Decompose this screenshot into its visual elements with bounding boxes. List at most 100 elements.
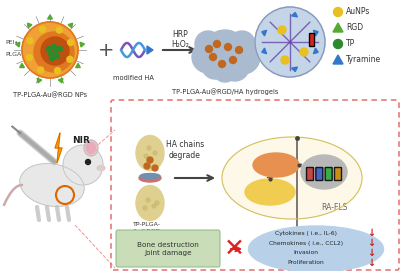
Text: Tyramine: Tyramine <box>346 56 381 64</box>
Circle shape <box>58 47 62 51</box>
Ellipse shape <box>136 136 164 170</box>
Circle shape <box>56 27 62 33</box>
Ellipse shape <box>222 137 362 219</box>
Ellipse shape <box>97 166 105 170</box>
Text: +: + <box>98 40 114 60</box>
Text: TP-PLGA-Au@RGD/HA hydrogels: TP-PLGA-Au@RGD/HA hydrogels <box>172 88 278 95</box>
Text: Chemokines ( i.e., CCL2): Chemokines ( i.e., CCL2) <box>269 240 343 246</box>
Circle shape <box>86 160 90 164</box>
Text: Proliferation: Proliferation <box>288 260 324 266</box>
Ellipse shape <box>253 153 299 177</box>
Text: p70S6K: p70S6K <box>261 160 291 169</box>
Circle shape <box>63 145 103 185</box>
Text: RGD: RGD <box>346 24 363 33</box>
Circle shape <box>202 53 228 79</box>
Circle shape <box>229 31 255 57</box>
Circle shape <box>146 198 150 202</box>
Circle shape <box>230 56 236 63</box>
Text: ✕: ✕ <box>224 237 244 261</box>
Ellipse shape <box>84 140 98 156</box>
Circle shape <box>152 204 156 208</box>
Circle shape <box>255 7 325 77</box>
Polygon shape <box>58 78 63 83</box>
Text: RA-FLS: RA-FLS <box>321 204 347 212</box>
Text: H₂O₂: H₂O₂ <box>171 40 189 49</box>
Circle shape <box>147 146 151 150</box>
Polygon shape <box>262 48 266 54</box>
Text: AuNPs: AuNPs <box>346 8 370 17</box>
Polygon shape <box>314 48 318 54</box>
Ellipse shape <box>136 186 164 221</box>
Text: TP-PLGA-
Au@RGD
NPs: TP-PLGA- Au@RGD NPs <box>133 222 161 239</box>
Circle shape <box>68 40 74 46</box>
Circle shape <box>334 8 342 17</box>
Ellipse shape <box>20 164 84 207</box>
Text: Bone destruction
Joint damage: Bone destruction Joint damage <box>137 242 199 256</box>
FancyBboxPatch shape <box>325 167 332 180</box>
Circle shape <box>38 67 44 73</box>
Polygon shape <box>333 55 343 64</box>
Polygon shape <box>16 42 20 47</box>
Text: mTOR: mTOR <box>255 188 285 196</box>
Circle shape <box>192 41 224 73</box>
FancyBboxPatch shape <box>116 230 220 267</box>
Text: HA chains
degrade: HA chains degrade <box>166 140 204 160</box>
Circle shape <box>40 26 46 32</box>
Circle shape <box>236 47 242 53</box>
FancyBboxPatch shape <box>310 34 314 47</box>
Ellipse shape <box>248 226 384 271</box>
Polygon shape <box>333 23 343 32</box>
Circle shape <box>334 40 342 49</box>
Polygon shape <box>262 30 266 36</box>
Text: Cytokines ( i.e., IL-6): Cytokines ( i.e., IL-6) <box>275 231 337 235</box>
Circle shape <box>54 53 60 59</box>
Text: ↓: ↓ <box>367 258 375 268</box>
Ellipse shape <box>139 174 161 182</box>
Text: ↓: ↓ <box>367 238 375 248</box>
Polygon shape <box>37 78 42 83</box>
Text: ↓: ↓ <box>367 248 375 258</box>
Circle shape <box>67 56 73 62</box>
Text: NIR: NIR <box>72 136 90 145</box>
Ellipse shape <box>140 173 160 179</box>
Polygon shape <box>76 63 80 67</box>
Circle shape <box>224 44 232 50</box>
Circle shape <box>50 56 54 60</box>
Circle shape <box>54 47 58 53</box>
Circle shape <box>300 48 308 56</box>
Circle shape <box>48 51 54 56</box>
Circle shape <box>153 151 157 155</box>
Circle shape <box>54 68 60 74</box>
Circle shape <box>281 56 289 64</box>
Polygon shape <box>292 12 298 17</box>
Circle shape <box>210 53 216 60</box>
Polygon shape <box>314 30 318 36</box>
Text: modified HA: modified HA <box>112 75 154 81</box>
Circle shape <box>278 26 286 34</box>
Circle shape <box>34 32 74 72</box>
Polygon shape <box>80 42 84 47</box>
Circle shape <box>155 201 159 205</box>
Circle shape <box>195 31 221 57</box>
Circle shape <box>226 40 260 74</box>
Text: PLGA•: PLGA• <box>5 51 25 56</box>
Circle shape <box>213 58 237 82</box>
Circle shape <box>144 154 148 158</box>
Polygon shape <box>68 23 72 28</box>
Circle shape <box>214 40 220 47</box>
FancyBboxPatch shape <box>316 167 323 180</box>
Text: Nucleus: Nucleus <box>312 157 336 163</box>
Polygon shape <box>55 133 62 163</box>
Text: Invasion: Invasion <box>294 250 318 256</box>
Circle shape <box>46 47 52 51</box>
Circle shape <box>152 165 158 171</box>
Circle shape <box>52 44 56 50</box>
Circle shape <box>147 157 153 163</box>
Circle shape <box>221 53 249 81</box>
Circle shape <box>41 37 69 65</box>
Polygon shape <box>147 46 153 54</box>
Text: HRP: HRP <box>172 30 188 39</box>
Circle shape <box>144 163 150 169</box>
Text: TP-PLGA-Au@RGD NPs: TP-PLGA-Au@RGD NPs <box>13 92 87 98</box>
Circle shape <box>27 38 33 44</box>
